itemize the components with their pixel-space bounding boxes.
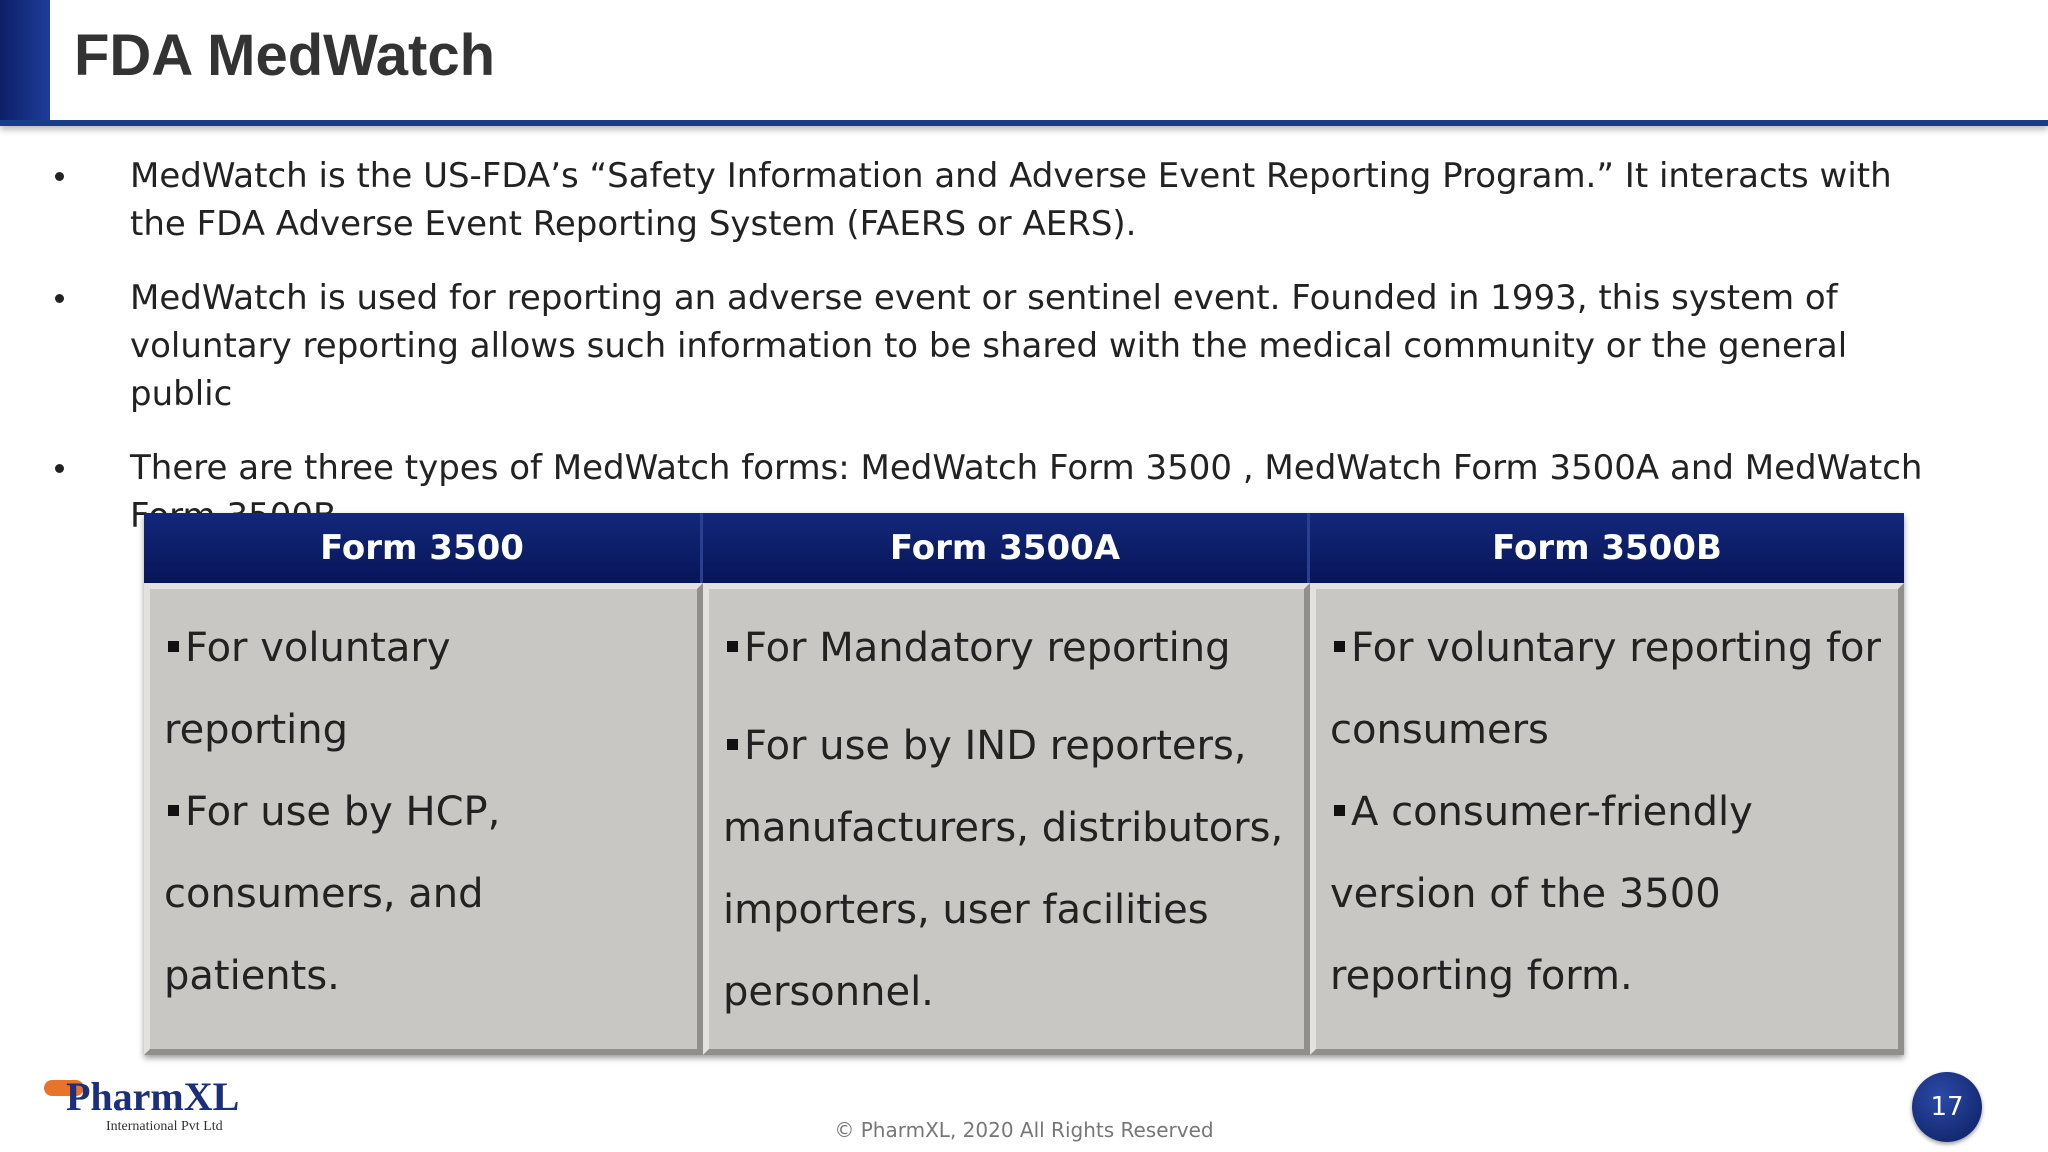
page-number: 17 (1912, 1072, 1982, 1142)
logo: PharmXL International Pvt Ltd (44, 1074, 239, 1134)
slide-title: FDA MedWatch (74, 23, 496, 88)
column-header: Form 3500 (144, 513, 703, 583)
cell-item: For voluntary reporting (164, 607, 547, 771)
logo-subtitle: International Pvt Ltd (106, 1119, 223, 1134)
cell-item: For use by IND reporters, manufacturers,… (723, 705, 1290, 1033)
header-accent (0, 0, 50, 120)
bullet: MedWatch is the US-FDA’s “Safety Informa… (50, 152, 1950, 248)
forms-table: Form 3500 Form 3500A Form 3500B For volu… (144, 513, 1904, 1055)
bullet-list: MedWatch is the US-FDA’s “Safety Informa… (50, 152, 1950, 566)
cell-item: A consumer-friendly version of the 3500 … (1330, 771, 1884, 1017)
column-header: Form 3500B (1310, 513, 1904, 583)
bullet: MedWatch is used for reporting an advers… (50, 274, 1950, 418)
cell: For Mandatory reporting For use by IND r… (703, 583, 1310, 1055)
cell: For voluntary reporting for consumers A … (1310, 583, 1904, 1055)
logo-name: PharmXL (66, 1074, 239, 1119)
header-bar (0, 0, 2048, 126)
logo-pill (44, 1080, 84, 1096)
column-header: Form 3500A (703, 513, 1310, 583)
cell-item: For Mandatory reporting (723, 607, 1290, 689)
bullet: There are three types of MedWatch forms:… (50, 444, 1950, 540)
cell-item: For voluntary reporting for consumers (1330, 607, 1884, 771)
cell-item: For use by HCP, consumers, and patients. (164, 771, 544, 1017)
copyright: © PharmXL, 2020 All Rights Reserved (834, 1118, 1214, 1142)
cell: For voluntary reporting For use by HCP, … (144, 583, 703, 1055)
